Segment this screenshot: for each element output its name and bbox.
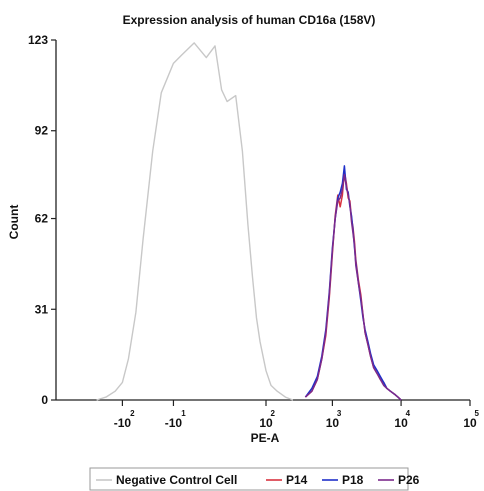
x-tick-label: -10 [114,416,132,430]
x-tick-label: 10 [326,416,340,430]
y-tick-label: 62 [35,212,49,226]
x-tick-exponent: 1 [181,409,186,418]
x-axis-label: PE-A [251,431,280,445]
legend-box [89,467,409,491]
y-tick-label: 123 [28,33,48,47]
legend: Negative Control Cell P14 P18 P26 [89,467,420,491]
series-line-negative-control-cell [96,42,294,401]
chart-title: Expression analysis of human CD16a (158V… [123,13,376,27]
y-tick-label: 0 [41,393,48,407]
x-tick-exponent: 2 [130,409,135,418]
legend-label: Negative Control Cell [116,473,237,487]
series-line-p26 [304,173,402,401]
plot-series [96,42,402,401]
legend-items: Negative Control Cell P14 P18 P26 [96,473,420,487]
y-ticks: 0 31 62 92 123 [28,33,56,407]
x-tick-label: 10 [463,416,477,430]
y-axis-label: Count [7,205,21,240]
x-tick-label: -10 [165,416,183,430]
legend-label: P18 [342,473,364,487]
legend-label: P14 [286,473,308,487]
legend-label: P26 [398,473,420,487]
x-tick-exponent: 2 [271,409,276,418]
x-tick-exponent: 3 [337,409,342,418]
x-tick-label: 10 [394,416,408,430]
y-tick-label: 31 [35,302,49,316]
x-tick-label: 10 [259,416,273,430]
x-tick-exponent: 5 [475,409,480,418]
x-tick-exponent: 4 [406,409,411,418]
y-tick-label: 92 [35,124,49,138]
